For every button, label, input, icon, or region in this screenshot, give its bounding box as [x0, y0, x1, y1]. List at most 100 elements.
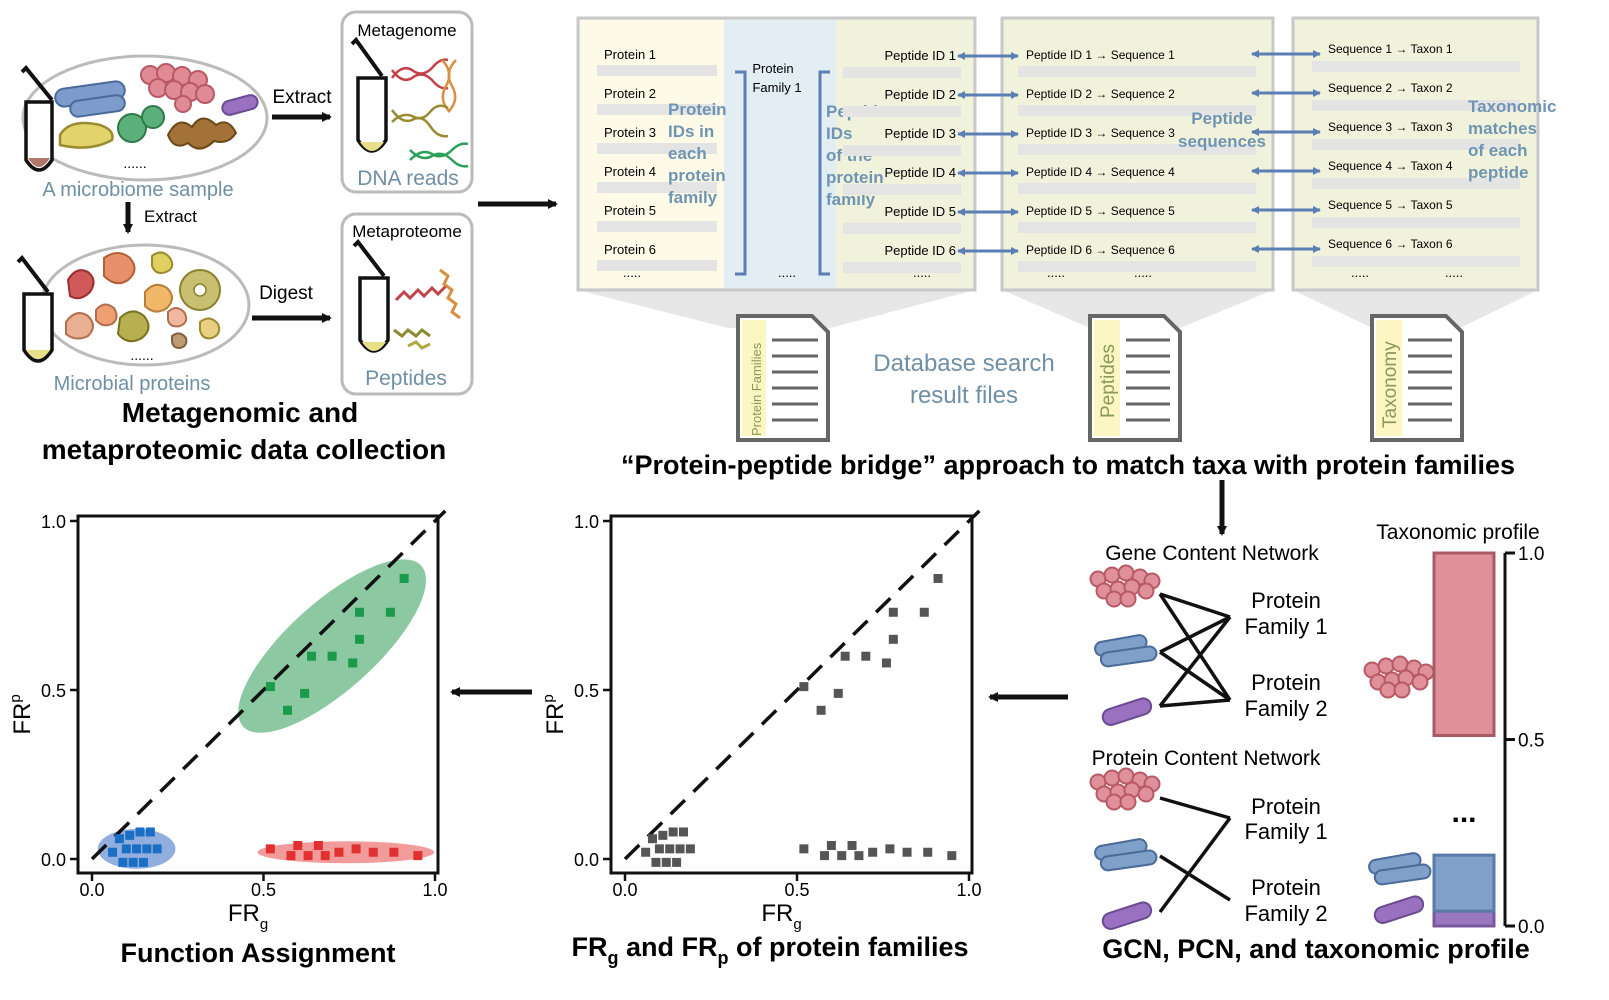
y-tick-label: 0.5	[41, 681, 66, 701]
protein-row-label: Protein 5	[604, 203, 656, 218]
protein-ids-word: each	[668, 144, 707, 163]
data-point	[286, 851, 296, 861]
x-axis-label-main: FR	[761, 900, 793, 927]
x-tick-label: 1.0	[422, 880, 447, 900]
sample-label: A microbiome sample	[42, 179, 233, 201]
red-microbe-cell	[1393, 681, 1411, 699]
sample-ellipsis: ......	[123, 155, 146, 171]
data-point	[334, 847, 344, 857]
peptide-id-label: Peptide ID 5	[884, 204, 956, 219]
taxon-bar	[1312, 61, 1520, 72]
x-axis-label-main: FR	[228, 900, 260, 927]
profile-tick-label: 1.0	[1518, 544, 1544, 565]
red-microbe-cell	[1377, 657, 1395, 675]
peptide-sequence-bar	[1018, 222, 1256, 233]
peptide-sequence-bar	[1018, 66, 1256, 77]
taxon-bar	[1312, 217, 1520, 228]
gcn-family2-line2: Family 2	[1244, 696, 1327, 721]
peptide-id-dots: .....	[913, 265, 931, 280]
data-point	[389, 847, 399, 857]
data-point	[142, 844, 152, 854]
red-microbe-cell	[1411, 673, 1429, 691]
y-axis-label-sub: p	[7, 694, 24, 702]
y-tick-label: 0.5	[574, 681, 599, 701]
y-tick-label: 0.0	[574, 850, 599, 870]
data-point	[641, 847, 651, 857]
peptide-sequence-label: Peptide ID 1 → Sequence 1	[1026, 48, 1175, 62]
db-search-line2: result files	[910, 382, 1018, 409]
data-point	[668, 827, 678, 837]
protein-ids-word: protein	[668, 166, 726, 185]
peptide-sequence-label: Peptide ID 3 → Sequence 3	[1026, 126, 1175, 140]
peptide-sequence-label: Peptide ID 6 → Sequence 6	[1026, 243, 1175, 257]
peptide-bracket	[818, 70, 830, 276]
data-point	[840, 651, 850, 661]
peptide-sequences-word: sequences	[1178, 132, 1266, 151]
taxon-label: Sequence 5 → Taxon 5	[1328, 198, 1453, 212]
protein-row-label: Protein 6	[604, 242, 656, 257]
x-tick-label: 0.0	[612, 880, 637, 900]
data-point	[881, 658, 891, 668]
protein-row-label: Protein 1	[604, 47, 656, 62]
protein-ids-label: Protein IDs in each protein family	[668, 100, 727, 207]
peptide-id-label: Peptide ID 4	[884, 165, 956, 180]
data-point	[399, 573, 409, 583]
protein-row-bar	[597, 104, 717, 115]
scatter-caption-fr1: FR	[571, 932, 607, 962]
data-point	[885, 844, 895, 854]
protein-files-trapezoid	[578, 290, 975, 328]
peptide-ids-word: IDs	[826, 124, 852, 143]
family-label-line1: Protein	[752, 61, 793, 76]
taxonomic-profile-title: Taxonomic profile	[1376, 521, 1539, 544]
red-microbe-cell	[1391, 655, 1409, 673]
metagenome-tube-icon	[350, 36, 388, 153]
data-point	[799, 682, 809, 692]
networks-caption: GCN, PCN, and taxonomic profile	[1102, 934, 1530, 964]
taxon-bar	[1312, 178, 1520, 189]
peptide-icons	[393, 268, 461, 350]
protein-icons: ......	[65, 251, 221, 363]
microbial-proteins-label: Microbial proteins	[54, 373, 211, 395]
peptide-sequence-bar	[1018, 105, 1256, 116]
data-point	[658, 830, 668, 840]
peptide-ids-word: protein	[826, 168, 884, 187]
data-point	[327, 651, 337, 661]
data-point	[847, 840, 857, 850]
data-point	[355, 607, 365, 617]
metaproteome-title: Metaproteome	[352, 222, 462, 241]
taxonomy-files-trapezoid	[1293, 290, 1538, 328]
profile-segment-red	[1432, 551, 1496, 737]
data-point	[675, 844, 685, 854]
pcn-edges	[1158, 796, 1232, 914]
gcn-family1-line1: Protein	[1251, 588, 1321, 613]
pcn-family1-line2: Family 1	[1244, 819, 1327, 844]
red-microbe-cell	[1137, 785, 1155, 803]
data-point	[888, 634, 898, 644]
peptide-id-bar	[843, 223, 961, 234]
red-microbe-cell	[1119, 590, 1137, 608]
data-point	[138, 857, 148, 867]
protein-bracket	[735, 70, 747, 276]
microbe-icons: ......	[54, 63, 259, 171]
data-point	[665, 844, 675, 854]
protein-row-label: Protein 3	[604, 125, 656, 140]
family-column-bg	[724, 20, 836, 288]
profile-ellipsis: ...	[1451, 796, 1476, 829]
red-microbe-cell	[1105, 793, 1123, 811]
scatter-caption-fr2: and FR	[618, 932, 717, 962]
protein-row-bar	[597, 65, 717, 76]
data-point	[648, 834, 658, 844]
data-point	[833, 688, 843, 698]
taxonomy-file-icon: Taxonomy	[1370, 314, 1464, 442]
sample-tube-icon	[20, 65, 54, 172]
data-point	[132, 844, 142, 854]
y-axis-label: FRp	[540, 694, 569, 734]
data-point	[265, 844, 275, 854]
purple-microbe-rod	[1373, 895, 1425, 924]
taxonomic-matches-label: Taxonomic matches of each peptide	[1468, 97, 1556, 182]
scatter-caption-rest: of protein families	[728, 932, 968, 962]
x-tick-label: 0.5	[251, 880, 276, 900]
peptide-id-label: Peptide ID 1	[884, 48, 956, 63]
